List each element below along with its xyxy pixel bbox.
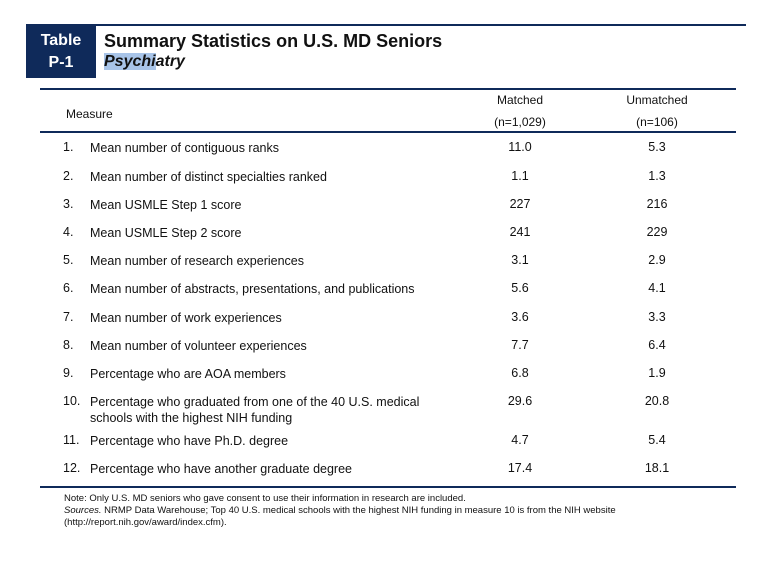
sources-label: Sources. xyxy=(64,505,102,516)
column-header-matched: Matched (n=1,029) xyxy=(466,89,574,133)
column-header-unmatched-n: (n=106) xyxy=(636,115,678,129)
row-unmatched-value: 2.9 xyxy=(648,253,666,267)
row-matched-value: 1.1 xyxy=(511,169,529,183)
row-matched-value: 3.6 xyxy=(511,310,529,324)
table-bottom-rule xyxy=(40,486,736,488)
row-unmatched-value: 4.1 xyxy=(648,281,666,295)
table-badge-label: Table xyxy=(40,31,82,49)
row-matched-value: 11.0 xyxy=(508,140,532,154)
row-measure: Mean number of contiguous ranks xyxy=(90,141,279,155)
row-unmatched-value: 3.3 xyxy=(648,310,666,324)
table-badge-number: P-1 xyxy=(48,53,74,71)
title-block: Summary Statistics on U.S. MD Seniors Ps… xyxy=(104,30,442,72)
row-number: 4. xyxy=(63,225,74,239)
row-matched-value: 241 xyxy=(509,225,531,239)
row-number: 2. xyxy=(63,169,74,183)
table-header-rule xyxy=(40,131,736,133)
row-matched-value: 7.7 xyxy=(511,338,529,352)
row-number: 9. xyxy=(63,366,74,380)
row-unmatched-value: 18.1 xyxy=(644,461,670,475)
row-measure: Percentage who graduated from one of the… xyxy=(90,395,420,425)
note-text: Note: Only U.S. MD seniors who gave cons… xyxy=(64,493,466,504)
table-notes: Note: Only U.S. MD seniors who gave cons… xyxy=(64,493,704,529)
sources-body: NRMP Data Warehouse; Top 40 U.S. medical… xyxy=(64,505,616,528)
column-header-matched-label: Matched xyxy=(496,93,544,107)
header-rule xyxy=(26,24,746,26)
row-unmatched-value: 6.4 xyxy=(648,338,666,352)
row-number: 12. xyxy=(63,461,81,475)
row-number: 10. xyxy=(63,394,81,408)
column-header-matched-n: (n=1,029) xyxy=(494,115,546,129)
row-measure: Mean USMLE Step 1 score xyxy=(90,198,242,212)
row-matched-value: 17.4 xyxy=(507,461,533,475)
row-measure: Percentage who have Ph.D. degree xyxy=(90,434,289,448)
table-top-rule xyxy=(40,88,736,90)
row-measure: Percentage who have another graduate deg… xyxy=(90,462,352,476)
row-measure: Percentage who are AOA members xyxy=(90,367,286,381)
row-number: 6. xyxy=(63,281,74,295)
subtitle-text: atry xyxy=(155,53,185,70)
row-matched-value: 29.6 xyxy=(507,394,533,408)
row-unmatched-value: 5.3 xyxy=(648,140,666,154)
row-matched-value: 5.6 xyxy=(511,281,529,295)
column-header-unmatched: Unmatched (n=106) xyxy=(603,89,711,133)
row-measure: Mean number of work experiences xyxy=(90,311,282,325)
row-unmatched-value: 1.3 xyxy=(648,169,666,183)
row-measure: Mean number of abstracts, presentations,… xyxy=(90,282,415,296)
sources-text: Sources. NRMP Data Warehouse; Top 40 U.S… xyxy=(64,505,704,529)
row-number: 7. xyxy=(63,310,74,324)
subtitle-highlighted-text: Psychi xyxy=(104,53,156,70)
column-header-measure: Measure xyxy=(66,107,113,121)
row-measure: Mean number of research experiences xyxy=(90,254,305,268)
row-number: 8. xyxy=(63,338,74,352)
row-matched-value: 4.7 xyxy=(511,433,529,447)
column-header-unmatched-label: Unmatched xyxy=(626,93,688,107)
table-badge: Table P-1 xyxy=(26,25,96,78)
row-unmatched-value: 5.4 xyxy=(648,433,666,447)
row-unmatched-value: 216 xyxy=(646,197,668,211)
row-measure: Mean USMLE Step 2 score xyxy=(90,226,242,240)
row-unmatched-value: 20.8 xyxy=(644,394,670,408)
row-unmatched-value: 1.9 xyxy=(648,366,666,380)
row-number: 5. xyxy=(63,253,74,267)
row-number: 11. xyxy=(63,433,80,447)
page-subtitle: Psychiatry xyxy=(104,52,185,72)
row-matched-value: 227 xyxy=(509,197,531,211)
row-matched-value: 3.1 xyxy=(511,253,529,267)
row-number: 3. xyxy=(63,197,74,211)
row-unmatched-value: 229 xyxy=(646,225,668,239)
row-matched-value: 6.8 xyxy=(511,366,529,380)
row-measure: Mean number of volunteer experiences xyxy=(90,339,307,353)
row-measure: Mean number of distinct specialties rank… xyxy=(90,170,327,184)
row-number: 1. xyxy=(63,140,74,154)
page-title: Summary Statistics on U.S. MD Seniors xyxy=(104,31,443,51)
